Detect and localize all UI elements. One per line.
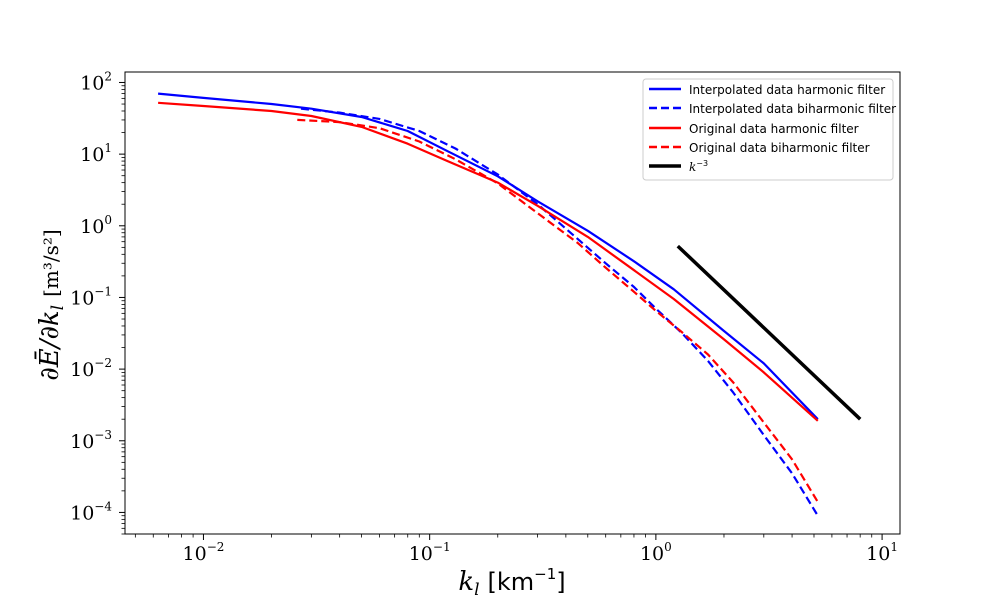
y-tick-label: 100 xyxy=(80,213,112,238)
x-label-base: k xyxy=(458,567,474,597)
legend-label-k-power: k−3 xyxy=(689,159,708,174)
series-orig-biharmonic xyxy=(297,118,819,503)
x-tick-label: 10−2 xyxy=(183,540,225,565)
y-tick-label: 10−3 xyxy=(70,428,112,453)
x-axis-label: kl [km−1] xyxy=(458,565,565,600)
y-tick-label: 10−1 xyxy=(70,284,112,309)
y-tick-label: 101 xyxy=(80,141,112,166)
legend-frame xyxy=(642,78,894,181)
legend-label-orig-biharmonic: Original data biharmonic filter xyxy=(689,141,870,155)
y-tick-label: 10−4 xyxy=(70,499,112,524)
legend-label-orig-harmonic: Original data harmonic filter xyxy=(689,122,859,136)
y-tick-label: 10−2 xyxy=(70,356,112,381)
series-interp-biharmonic xyxy=(300,107,819,517)
x-label-sub: l xyxy=(474,580,479,600)
legend-label-interp-biharmonic: Interpolated data biharmonic filter xyxy=(689,102,896,116)
x-label-unit: [km xyxy=(488,568,535,596)
series-k-power-reference xyxy=(676,244,862,421)
x-tick-label: 101 xyxy=(866,540,898,565)
x-tick-label: 100 xyxy=(640,540,672,565)
x-label-unit-exp: −1 xyxy=(534,565,556,583)
y-label-sub: l xyxy=(48,305,68,310)
series-layer xyxy=(157,92,862,517)
y-axis-ticks: 10−4 10−3 10−2 10−1 100 101 102 xyxy=(70,69,125,535)
legend-label-interp-harmonic: Interpolated data harmonic filter xyxy=(689,83,885,97)
series-interp-harmonic xyxy=(157,92,819,420)
legend: Interpolated data harmonic filter Interp… xyxy=(642,78,896,181)
y-tick-label: 102 xyxy=(80,69,112,94)
x-axis-ticks: 10−2 10−1 100 101 xyxy=(134,534,898,565)
x-label-unit-close: ] xyxy=(556,568,565,596)
series-orig-harmonic xyxy=(158,101,819,422)
legend-k-exp: −3 xyxy=(696,159,708,168)
y-label-main: ∂Ē/∂k xyxy=(34,310,65,380)
x-tick-label: 10−1 xyxy=(409,540,451,565)
y-axis-label: ∂Ē/∂kl [m³/s²] xyxy=(34,229,68,380)
legend-k-base: k xyxy=(689,160,696,174)
y-label-unit: [m³/s²] xyxy=(39,229,63,297)
